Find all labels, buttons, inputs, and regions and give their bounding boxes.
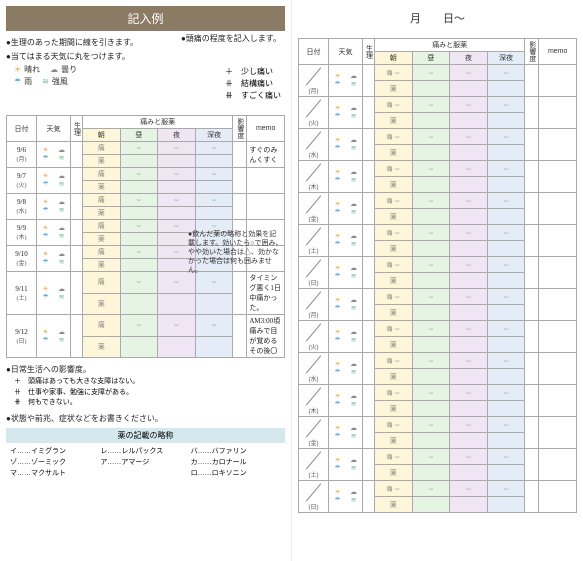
pain-cell: 痛	[83, 246, 121, 259]
date-cell: (土)	[299, 225, 329, 257]
example-page: 記入例 ●生理のあった期間に線を引きます。 ●当てはまる天気に丸をつけます。 ☀…	[0, 0, 292, 561]
weather-cell: ☀☁☂≋	[37, 142, 71, 168]
weather-cell: ☀☁☂≋	[329, 481, 363, 513]
abbrev-item: レ……レルパックス	[100, 446, 190, 457]
weather-cell: ☀☁☂≋	[329, 417, 363, 449]
abbrev-item	[100, 468, 190, 479]
weather-cell: ☀☁☂≋	[37, 315, 71, 358]
period-cell	[71, 272, 83, 315]
period-cell	[71, 246, 83, 272]
memo-cell: AM3:00頃 痛みで目が覚める その後〇	[247, 315, 285, 358]
weather-cell: ☀☁☂≋	[37, 168, 71, 194]
date-cell: (日)	[299, 257, 329, 289]
weather-cell: ☀☁☂≋	[329, 321, 363, 353]
date-cell: (日)	[299, 481, 329, 513]
date-cell: 9/9(木)	[7, 220, 37, 246]
pain-cell: 痛	[83, 142, 121, 155]
weather-cell: ☀☁☂≋	[329, 97, 363, 129]
memo-cell: タイミング悪く1日中痛かった。	[247, 272, 285, 315]
abbrev-item: カ……カロナール	[191, 457, 281, 468]
weather-cell: ☀☁☂≋	[329, 385, 363, 417]
pain-cell: 痛	[83, 194, 121, 207]
memo-cell	[247, 194, 285, 220]
impact-legend: ＋ 頭痛はあっても大きな支障はない。 ⧺ 仕事や家事、勉強に支障がある。 ⧻ 何…	[14, 377, 285, 409]
abbrev-item: ア……アマージ	[100, 457, 190, 468]
severity-legend: ＋ 少し痛い ⧺ 結構痛い ⧻ すごく痛い	[225, 66, 281, 102]
date-cell: (火)	[299, 97, 329, 129]
weather-cell: ☀☁☂≋	[329, 289, 363, 321]
date-cell: (火)	[299, 321, 329, 353]
impact-cell	[233, 272, 247, 315]
sun-icon: ☀	[14, 65, 21, 74]
date-cell: (水)	[299, 129, 329, 161]
date-cell: (木)	[299, 385, 329, 417]
impact-cell	[233, 194, 247, 220]
date-cell: (金)	[299, 417, 329, 449]
pain-cell: 痛	[83, 315, 121, 337]
abbrev-item: マ……マクサルト	[10, 468, 100, 479]
date-cell: 9/10(金)	[7, 246, 37, 272]
date-cell: (金)	[299, 193, 329, 225]
pain-cell: 痛	[83, 168, 121, 181]
period-cell	[71, 220, 83, 246]
period-cell	[71, 315, 83, 358]
abbrev-item: ゾ……ゾーミック	[10, 457, 100, 468]
pain-cell: 痛	[83, 272, 121, 294]
impact-cell	[233, 315, 247, 358]
date-cell: (水)	[299, 353, 329, 385]
medication-note: ●飲んだ薬の略称と効果を記載します。効いたら○で囲み、やや効いた場合は△、効かな…	[188, 230, 283, 275]
weather-cell: ☀☁☂≋	[37, 246, 71, 272]
blank-page: 月 日〜 日付 天気 生理 痛みと服薬 影響度 memo 朝 昼 夜 深夜 (月…	[292, 0, 583, 561]
cloud-icon: ☁	[50, 65, 58, 74]
date-cell: (月)	[299, 289, 329, 321]
date-cell: (土)	[299, 449, 329, 481]
date-cell: (月)	[299, 65, 329, 97]
weather-cell: ☀☁☂≋	[329, 353, 363, 385]
impact-cell	[233, 142, 247, 168]
abbrev-title: 薬の記載の略称	[6, 428, 285, 443]
abbrev-item: バ……バファリン	[191, 446, 281, 457]
abbrev-list: イ……イミグランレ……レルパックスバ……バファリンゾ……ゾーミックア……アマージ…	[6, 443, 285, 483]
bullet-impact: ●日常生活への影響度。	[6, 364, 285, 375]
bullet-notes: ●状態や前兆、症状などをお書きください。	[6, 413, 285, 424]
weather-cell: ☀☁☂≋	[329, 225, 363, 257]
date-cell: 9/7(火)	[7, 168, 37, 194]
weather-cell: ☀☁☂≋	[329, 257, 363, 289]
weather-cell: ☀☁☂≋	[37, 272, 71, 315]
example-title: 記入例	[6, 6, 285, 31]
memo-cell: すぐのみんくすく	[247, 142, 285, 168]
blank-title: 月 日〜	[298, 6, 577, 34]
memo-cell	[247, 168, 285, 194]
weather-cell: ☀☁☂≋	[329, 65, 363, 97]
date-cell: 9/12(日)	[7, 315, 37, 358]
weather-cell: ☀☁☂≋	[329, 193, 363, 225]
rain-icon: ☂	[14, 77, 21, 86]
date-cell: 9/6(月)	[7, 142, 37, 168]
date-cell: 9/8(水)	[7, 194, 37, 220]
bullet-severity: ●頭痛の程度を記入します。	[181, 33, 281, 44]
period-cell	[71, 168, 83, 194]
wind-icon: ≋	[42, 77, 49, 86]
period-cell	[71, 142, 83, 168]
bullet-weather: ●当てはまる天気に丸をつけます。	[6, 51, 285, 62]
weather-cell: ☀☁☂≋	[37, 220, 71, 246]
abbrev-item: イ……イミグラン	[10, 446, 100, 457]
weather-cell: ☀☁☂≋	[329, 161, 363, 193]
date-cell: 9/11(土)	[7, 272, 37, 315]
pain-cell: 痛	[83, 220, 121, 233]
blank-table: 日付 天気 生理 痛みと服薬 影響度 memo 朝 昼 夜 深夜 (月) ☀☁☂…	[298, 38, 577, 513]
period-cell	[71, 194, 83, 220]
impact-cell	[233, 168, 247, 194]
date-cell: (木)	[299, 161, 329, 193]
weather-cell: ☀☁☂≋	[329, 449, 363, 481]
weather-cell: ☀☁☂≋	[329, 129, 363, 161]
abbrev-item: ロ……ロキソニン	[191, 468, 281, 479]
weather-cell: ☀☁☂≋	[37, 194, 71, 220]
